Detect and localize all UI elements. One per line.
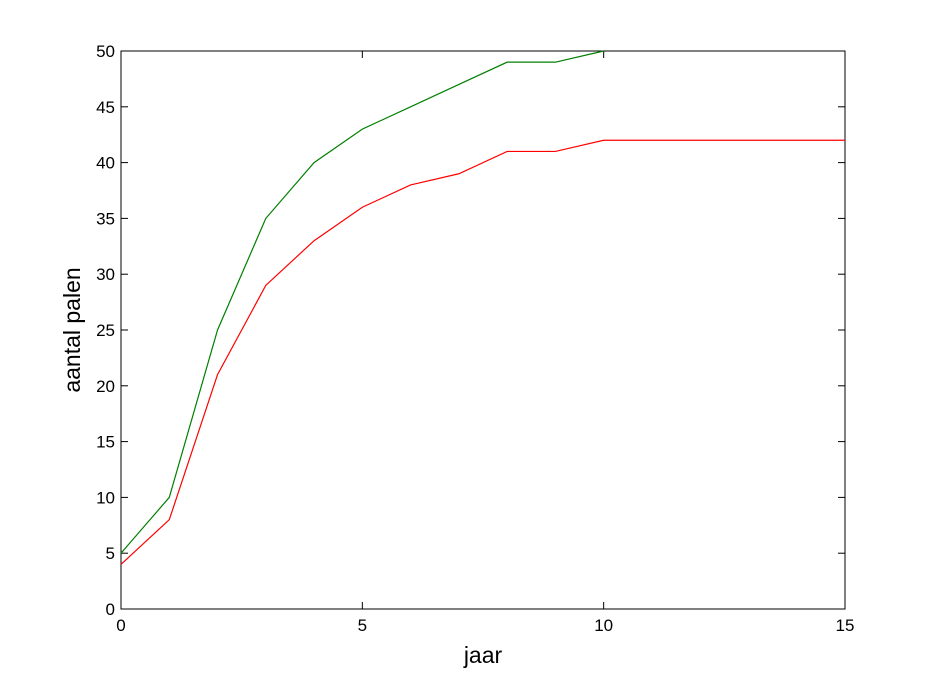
x-tick-label: 10 bbox=[594, 616, 613, 635]
y-tick-label: 15 bbox=[96, 433, 115, 452]
x-tick-label: 0 bbox=[116, 616, 125, 635]
y-tick-label: 5 bbox=[106, 544, 115, 563]
y-tick-label: 40 bbox=[96, 154, 115, 173]
series-line bbox=[120, 50, 604, 554]
y-tick-label: 20 bbox=[96, 377, 115, 396]
y-tick-label: 10 bbox=[96, 488, 115, 507]
series-line bbox=[120, 139, 845, 565]
y-tick-label: 0 bbox=[106, 600, 115, 619]
y-axis-label: aantal palen bbox=[59, 267, 85, 392]
x-tick-label: 5 bbox=[358, 616, 367, 635]
y-tick-label: 45 bbox=[96, 98, 115, 117]
x-axis-label: jaar bbox=[463, 642, 503, 668]
y-tick-label: 35 bbox=[96, 209, 115, 228]
plot-frame bbox=[120, 50, 846, 610]
y-tick-label: 50 bbox=[96, 42, 115, 61]
y-tick-label: 25 bbox=[96, 321, 115, 340]
y-tick-label: 30 bbox=[96, 265, 115, 284]
x-tick-label: 15 bbox=[836, 616, 855, 635]
